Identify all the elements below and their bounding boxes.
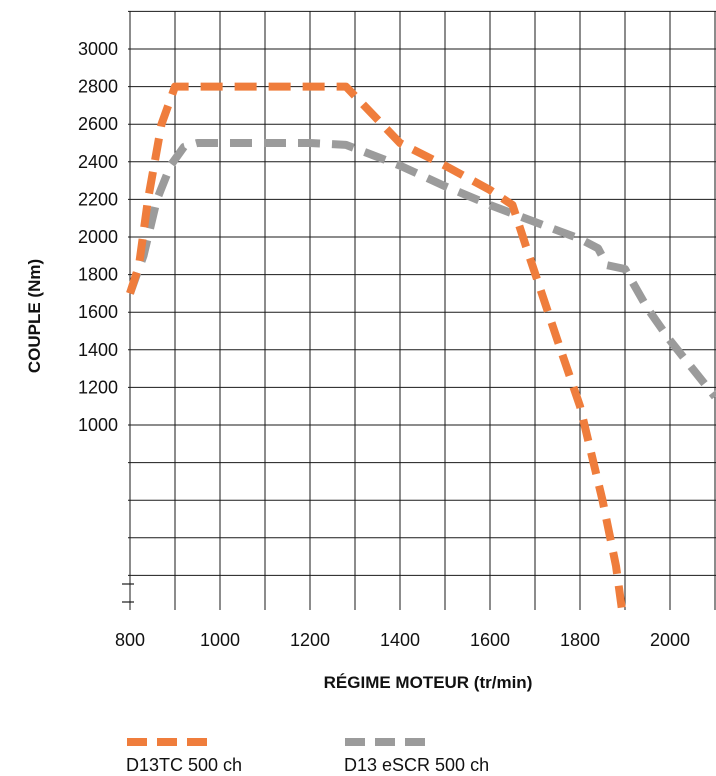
y-tick-label: 1200 — [78, 377, 118, 397]
x-tick-label: 800 — [115, 630, 145, 650]
series-lines — [126, 82, 716, 610]
series-d13-escr-line — [126, 139, 716, 400]
x-tick-label: 1600 — [470, 630, 510, 650]
x-tick-label: 2000 — [650, 630, 690, 650]
y-tick-label: 1800 — [78, 265, 118, 285]
y-tick-label: 1400 — [78, 340, 118, 360]
y-tick-label: 2800 — [78, 77, 118, 97]
tick-labels: 1000 1200 1400 1600 1800 2000 2200 2400 2600 2800… — [78, 39, 690, 650]
x-tick-label: 1400 — [380, 630, 420, 650]
y-tick-label: 3000 — [78, 39, 118, 59]
y-tick-label: 2000 — [78, 227, 118, 247]
legend-label: D13TC 500 ch — [126, 755, 242, 775]
x-tick-label: 1800 — [560, 630, 600, 650]
series-d13tc-line — [126, 82, 627, 610]
legend: D13TC 500 ch D13 eSCR 500 ch — [126, 738, 489, 775]
x-tick-label: 1000 — [200, 630, 240, 650]
x-axis-title: RÉGIME MOTEUR (tr/min) — [324, 673, 533, 692]
legend-item-d13-escr: D13 eSCR 500 ch — [344, 738, 489, 775]
y-tick-label: 1000 — [78, 415, 118, 435]
y-axis-title: COUPLE (Nm) — [25, 259, 44, 373]
legend-label: D13 eSCR 500 ch — [344, 755, 489, 775]
grid — [122, 10, 716, 610]
y-tick-label: 2200 — [78, 189, 118, 209]
y-tick-label: 2600 — [78, 114, 118, 134]
legend-item-d13tc: D13TC 500 ch — [126, 738, 242, 775]
y-tick-label: 2400 — [78, 152, 118, 172]
x-tick-label: 1200 — [290, 630, 330, 650]
y-tick-label: 1600 — [78, 302, 118, 322]
